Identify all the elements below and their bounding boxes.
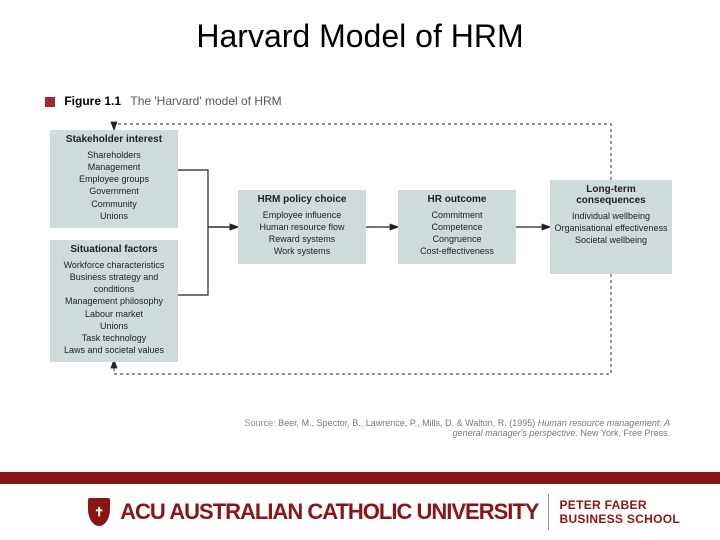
shield-icon: ✝ bbox=[88, 498, 110, 526]
box-title-outcome: HR outcome bbox=[402, 194, 512, 205]
box-item: Cost-effectiveness bbox=[402, 245, 512, 257]
box-item: Work systems bbox=[242, 245, 362, 257]
box-item: Task technology bbox=[54, 332, 174, 344]
source-label: Source: bbox=[245, 418, 276, 428]
acu-logo: ACU AUSTRALIAN CATHOLIC UNIVERSITY bbox=[120, 499, 538, 525]
box-item: Management bbox=[54, 161, 174, 173]
box-title-longterm: Long-term consequences bbox=[554, 184, 668, 206]
box-item: Employee groups bbox=[54, 173, 174, 185]
figure-desc: The 'Harvard' model of HRM bbox=[130, 94, 281, 108]
school-line1: PETER FABER bbox=[559, 498, 680, 512]
box-item: Competence bbox=[402, 221, 512, 233]
box-item: Government bbox=[54, 185, 174, 197]
box-title-stakeholder: Stakeholder interest bbox=[54, 134, 174, 145]
box-title-situational: Situational factors bbox=[54, 244, 174, 255]
acu-subtext: AUSTRALIAN CATHOLIC UNIVERSITY bbox=[169, 499, 538, 524]
box-item: Business strategy and conditions bbox=[54, 271, 174, 295]
box-situational: Situational factors Workforce characteris… bbox=[50, 240, 178, 362]
school-line2: BUSINESS SCHOOL bbox=[559, 512, 680, 526]
box-item: Management philosophy bbox=[54, 295, 174, 307]
box-title-policy: HRM policy choice bbox=[242, 194, 362, 205]
box-item: Laws and societal values bbox=[54, 344, 174, 356]
box-item: Commitment bbox=[402, 209, 512, 221]
school-name: PETER FABER BUSINESS SCHOOL bbox=[559, 498, 680, 527]
source-text: Beer, M., Spector, B., Lawrence, P., Mil… bbox=[278, 418, 538, 428]
box-item: Human resource flow bbox=[242, 221, 362, 233]
box-item: Community bbox=[54, 198, 174, 210]
box-item: Reward systems bbox=[242, 233, 362, 245]
acu-text: ACU bbox=[120, 499, 165, 524]
logo-area: ✝ ACU AUSTRALIAN CATHOLIC UNIVERSITY PET… bbox=[88, 494, 680, 530]
box-item: Congruence bbox=[402, 233, 512, 245]
slide-title: Harvard Model of HRM bbox=[0, 0, 720, 55]
figure-label: Figure 1.1 bbox=[64, 94, 121, 108]
box-item: Societal wellbeing bbox=[554, 234, 668, 246]
source-citation: Source: Beer, M., Spector, B., Lawrence,… bbox=[240, 418, 670, 438]
box-item: Labour market bbox=[54, 308, 174, 320]
logo-divider bbox=[548, 494, 549, 530]
bullet-icon bbox=[45, 97, 55, 107]
box-item: Shareholders bbox=[54, 149, 174, 161]
box-item: Organisational effectiveness bbox=[554, 222, 668, 234]
box-policy: HRM policy choice Employee influenceHuman… bbox=[238, 190, 366, 264]
box-stakeholder: Stakeholder interest ShareholdersManageme… bbox=[50, 130, 178, 228]
footer-bar bbox=[0, 472, 720, 484]
box-item: Individual wellbeing bbox=[554, 210, 668, 222]
box-longterm: Long-term consequences Individual wellbei… bbox=[550, 180, 672, 274]
source-tail: New York, Free Press. bbox=[580, 428, 670, 438]
box-item: Unions bbox=[54, 210, 174, 222]
box-item: Workforce characteristics bbox=[54, 259, 174, 271]
box-outcome: HR outcome CommitmentCompetenceCongruence… bbox=[398, 190, 516, 264]
box-item: Employee influence bbox=[242, 209, 362, 221]
diagram-canvas: Stakeholder interestShareholdersManageme… bbox=[40, 120, 680, 420]
figure-caption: Figure 1.1 The 'Harvard' model of HRM bbox=[45, 94, 282, 108]
box-item: Unions bbox=[54, 320, 174, 332]
